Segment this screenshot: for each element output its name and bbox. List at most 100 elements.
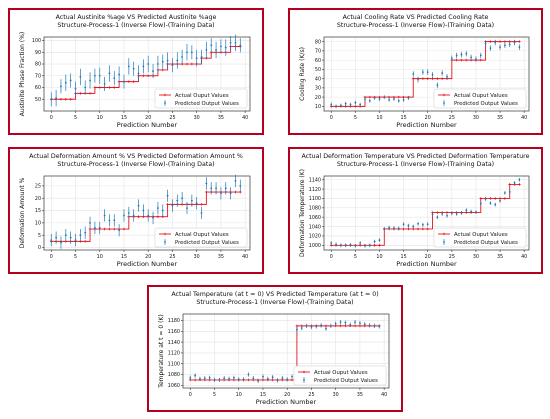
predicted-point [344, 102, 347, 105]
legend-predicted-label: Predicted Output Values [314, 378, 378, 384]
predicted-point [431, 213, 434, 216]
y-axis-label: Temperature at t = 0 (K) [158, 314, 165, 388]
predicted-point [465, 52, 468, 55]
y-tick-label: 1100 [168, 361, 180, 367]
y-axis-label: Cooling Rate (K/s) [299, 47, 306, 101]
y-tick-label: 1060 [168, 383, 180, 389]
predicted-point [118, 229, 121, 232]
predicted-point [123, 80, 125, 83]
x-tick-label: 5 [354, 115, 357, 121]
predicted-point [450, 212, 453, 215]
actual-point [108, 227, 111, 231]
x-tick-label: 30 [194, 254, 200, 260]
predicted-point [79, 234, 82, 237]
predicted-point [378, 239, 381, 242]
predicted-point [388, 99, 391, 101]
y-tick-label: 20 [315, 95, 321, 101]
predicted-point [513, 41, 516, 44]
predicted-point [118, 73, 121, 76]
actual-point [79, 92, 82, 95]
predicted-point [354, 244, 357, 247]
actual-point [190, 62, 194, 66]
actual-point [122, 227, 126, 231]
predicted-point [176, 59, 179, 62]
predicted-point [215, 187, 217, 190]
x-tick-label: 15 [401, 115, 407, 121]
x-tick-label: 40 [242, 115, 248, 121]
chart-title: Actual Cooling Rate VS Predicted Cooling… [343, 14, 489, 21]
predicted-point [205, 182, 208, 185]
predicted-point [494, 41, 497, 44]
predicted-point [218, 378, 221, 381]
predicted-point [286, 378, 289, 381]
predicted-point [388, 226, 391, 229]
predicted-point [508, 43, 511, 46]
predicted-point [113, 219, 116, 222]
predicted-point [98, 74, 101, 77]
predicted-point [74, 87, 77, 90]
predicted-point [402, 223, 405, 226]
legend-box [433, 88, 527, 109]
actual-point [166, 203, 169, 206]
predicted-point [503, 191, 506, 194]
x-tick-label: 30 [473, 115, 479, 121]
predicted-point [69, 236, 72, 239]
x-tick-label: 10 [236, 392, 242, 398]
y-tick-label: 60 [315, 58, 321, 64]
actual-point [503, 197, 507, 200]
predicted-point [417, 78, 419, 81]
x-tick-label: 20 [145, 115, 151, 121]
actual-point [426, 227, 430, 231]
predicted-point [252, 377, 255, 380]
predicted-point [147, 63, 150, 65]
predicted-point [89, 79, 91, 82]
predicted-point [484, 42, 487, 45]
y-tick-label: 90 [35, 50, 41, 56]
predicted-point [223, 377, 226, 380]
predicted-point [239, 184, 242, 187]
chart-svg: Actual Temperature (at t = 0) VS Predict… [158, 291, 390, 406]
actual-point [142, 74, 145, 78]
legend-actual-marker [163, 232, 167, 236]
predicted-point [383, 228, 386, 230]
y-tick-label: 1180 [168, 318, 180, 324]
predicted-point [89, 221, 91, 224]
predicted-point [181, 197, 184, 200]
legend-predicted-label: Predicted Output Values [454, 101, 518, 107]
predicted-point [364, 244, 366, 247]
actual-point [339, 324, 342, 328]
actual-point [493, 197, 497, 200]
x-tick-label: 25 [169, 254, 175, 260]
x-tick-label: 0 [189, 392, 192, 398]
predicted-point [142, 209, 145, 212]
chart-subtitle: Structure-Process-1 (Inverse Flow)-(Trai… [337, 161, 494, 168]
predicted-point [325, 327, 327, 330]
y-axis-label: Deformation Temperature (K) [299, 169, 306, 257]
predicted-point [228, 377, 230, 380]
actual-point [402, 95, 405, 99]
actual-point [64, 97, 68, 101]
y-tick-label: 50 [35, 97, 41, 103]
predicted-point [470, 56, 473, 59]
predicted-point [421, 223, 424, 226]
predicted-point [349, 323, 352, 326]
y-axis-label: Austinite Phase Fraction (%) [19, 32, 26, 117]
y-tick-label: 30 [315, 86, 321, 92]
predicted-point [123, 214, 125, 217]
actual-point [83, 240, 87, 243]
predicted-point [426, 71, 429, 74]
actual-point [498, 40, 502, 43]
actual-point [436, 211, 439, 214]
y-tick-label: 15 [35, 208, 41, 214]
x-tick-label: 0 [330, 115, 333, 121]
predicted-point [441, 72, 444, 74]
actual-point [378, 244, 381, 247]
predicted-point [190, 199, 193, 202]
predicted-point [189, 376, 192, 379]
actual-point [368, 95, 372, 99]
predicted-point [354, 101, 357, 104]
actual-point [440, 77, 444, 80]
actual-point [247, 378, 250, 382]
actual-point [205, 190, 208, 194]
actual-point [373, 244, 376, 247]
